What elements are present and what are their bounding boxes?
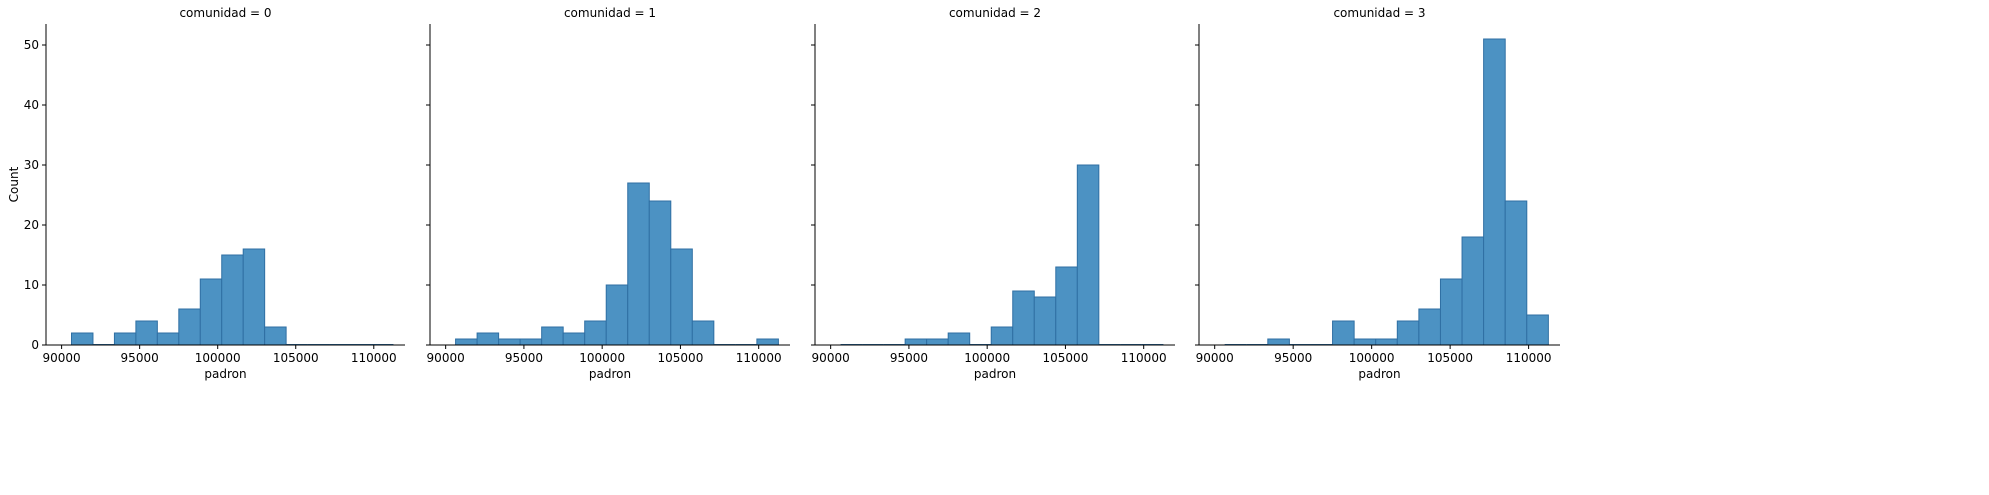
x-tick-label-1-95000: 95000 bbox=[505, 351, 543, 365]
x-tick-label-2-95000: 95000 bbox=[890, 351, 928, 365]
histogram-bar-0-2 bbox=[113, 332, 137, 346]
y-tick-label-40: 40 bbox=[24, 98, 39, 112]
histogram-bar-1-2 bbox=[498, 338, 521, 346]
facet-title-3: comunidad = 3 bbox=[1333, 6, 1425, 20]
y-tick-label-30: 30 bbox=[24, 158, 39, 172]
x-tick-label-3-90000: 90000 bbox=[1196, 351, 1234, 365]
histogram-bar-3-5 bbox=[1332, 320, 1355, 346]
x-tick-label-0-100000: 100000 bbox=[195, 351, 241, 365]
histogram-bar-3-7 bbox=[1375, 338, 1398, 346]
histogram-bar-1-6 bbox=[584, 320, 607, 346]
x-tick-label-1-100000: 100000 bbox=[579, 351, 625, 365]
histogram-bar-0-8 bbox=[242, 248, 266, 346]
x-tick-label-2-110000: 110000 bbox=[1121, 351, 1167, 365]
histogram-bar-1-7 bbox=[605, 284, 629, 346]
histogram-bar-1-11 bbox=[691, 320, 715, 346]
histogram-bar-3-8 bbox=[1396, 320, 1420, 346]
x-tick-label-3-95000: 95000 bbox=[1274, 351, 1312, 365]
x-tick-label-3-105000: 105000 bbox=[1427, 351, 1473, 365]
x-axis-label-0: padron bbox=[204, 367, 246, 381]
histogram-bar-2-9 bbox=[1033, 296, 1057, 346]
histogram-bar-1-14 bbox=[756, 338, 779, 346]
facet-title-1: comunidad = 1 bbox=[564, 6, 656, 20]
x-tick-label-2-105000: 105000 bbox=[1043, 351, 1089, 365]
y-tick-label-20: 20 bbox=[24, 218, 39, 232]
histogram-bar-3-11 bbox=[1461, 236, 1485, 346]
y-axis-label: Count bbox=[7, 166, 21, 202]
histogram-bar-3-9 bbox=[1418, 308, 1441, 346]
histogram-bar-2-7 bbox=[990, 326, 1014, 346]
x-tick-label-3-100000: 100000 bbox=[1349, 351, 1395, 365]
histogram-bar-0-3 bbox=[135, 320, 158, 346]
x-axis-label-2: padron bbox=[974, 367, 1016, 381]
histogram-bar-3-10 bbox=[1439, 278, 1463, 346]
histogram-bar-1-4 bbox=[541, 326, 564, 346]
x-tick-label-1-105000: 105000 bbox=[658, 351, 704, 365]
x-tick-label-1-110000: 110000 bbox=[736, 351, 782, 365]
x-tick-label-1-90000: 90000 bbox=[427, 351, 465, 365]
histogram-bar-2-3 bbox=[904, 338, 928, 346]
x-tick-label-0-105000: 105000 bbox=[273, 351, 319, 365]
histogram-bar-0-5 bbox=[178, 308, 201, 346]
histogram-bar-1-0 bbox=[455, 338, 478, 346]
histogram-bar-3-13 bbox=[1504, 200, 1528, 346]
histogram-bar-0-4 bbox=[156, 332, 180, 346]
x-axis-label-3: padron bbox=[1358, 367, 1400, 381]
histogram-bar-0-6 bbox=[199, 278, 223, 346]
histogram-bar-2-10 bbox=[1055, 266, 1078, 346]
histogram-bar-3-14 bbox=[1526, 314, 1549, 346]
histogram-bar-1-10 bbox=[670, 248, 693, 346]
histogram-bar-0-9 bbox=[264, 326, 287, 346]
histogram-bar-1-5 bbox=[562, 332, 586, 346]
x-tick-label-3-110000: 110000 bbox=[1506, 351, 1552, 365]
histogram-bar-0-0 bbox=[71, 332, 94, 346]
x-tick-label-2-90000: 90000 bbox=[812, 351, 850, 365]
histogram-bar-2-11 bbox=[1076, 164, 1100, 346]
facet-title-2: comunidad = 2 bbox=[949, 6, 1041, 20]
x-axis-label-1: padron bbox=[589, 367, 631, 381]
histogram-bar-1-8 bbox=[627, 182, 650, 346]
histogram-bar-1-3 bbox=[519, 338, 543, 346]
histogram-bar-0-7 bbox=[221, 254, 244, 346]
y-tick-label-10: 10 bbox=[24, 278, 39, 292]
facet-title-0: comunidad = 0 bbox=[179, 6, 271, 20]
y-tick-label-0: 0 bbox=[31, 338, 39, 352]
x-tick-label-0-95000: 95000 bbox=[121, 351, 159, 365]
x-tick-label-2-100000: 100000 bbox=[964, 351, 1010, 365]
histogram-bar-2-4 bbox=[926, 338, 949, 346]
histogram-bar-2-5 bbox=[947, 332, 971, 346]
histogram-bar-1-9 bbox=[648, 200, 672, 346]
histogram-bar-2-8 bbox=[1012, 290, 1035, 346]
histogram-bar-3-12 bbox=[1483, 38, 1506, 346]
x-tick-label-0-90000: 90000 bbox=[43, 351, 81, 365]
histogram-bar-3-6 bbox=[1353, 338, 1377, 346]
x-tick-label-0-110000: 110000 bbox=[351, 351, 397, 365]
y-tick-label-50: 50 bbox=[24, 38, 39, 52]
histogram-bar-1-1 bbox=[476, 332, 500, 346]
histogram-bar-3-2 bbox=[1267, 338, 1290, 346]
